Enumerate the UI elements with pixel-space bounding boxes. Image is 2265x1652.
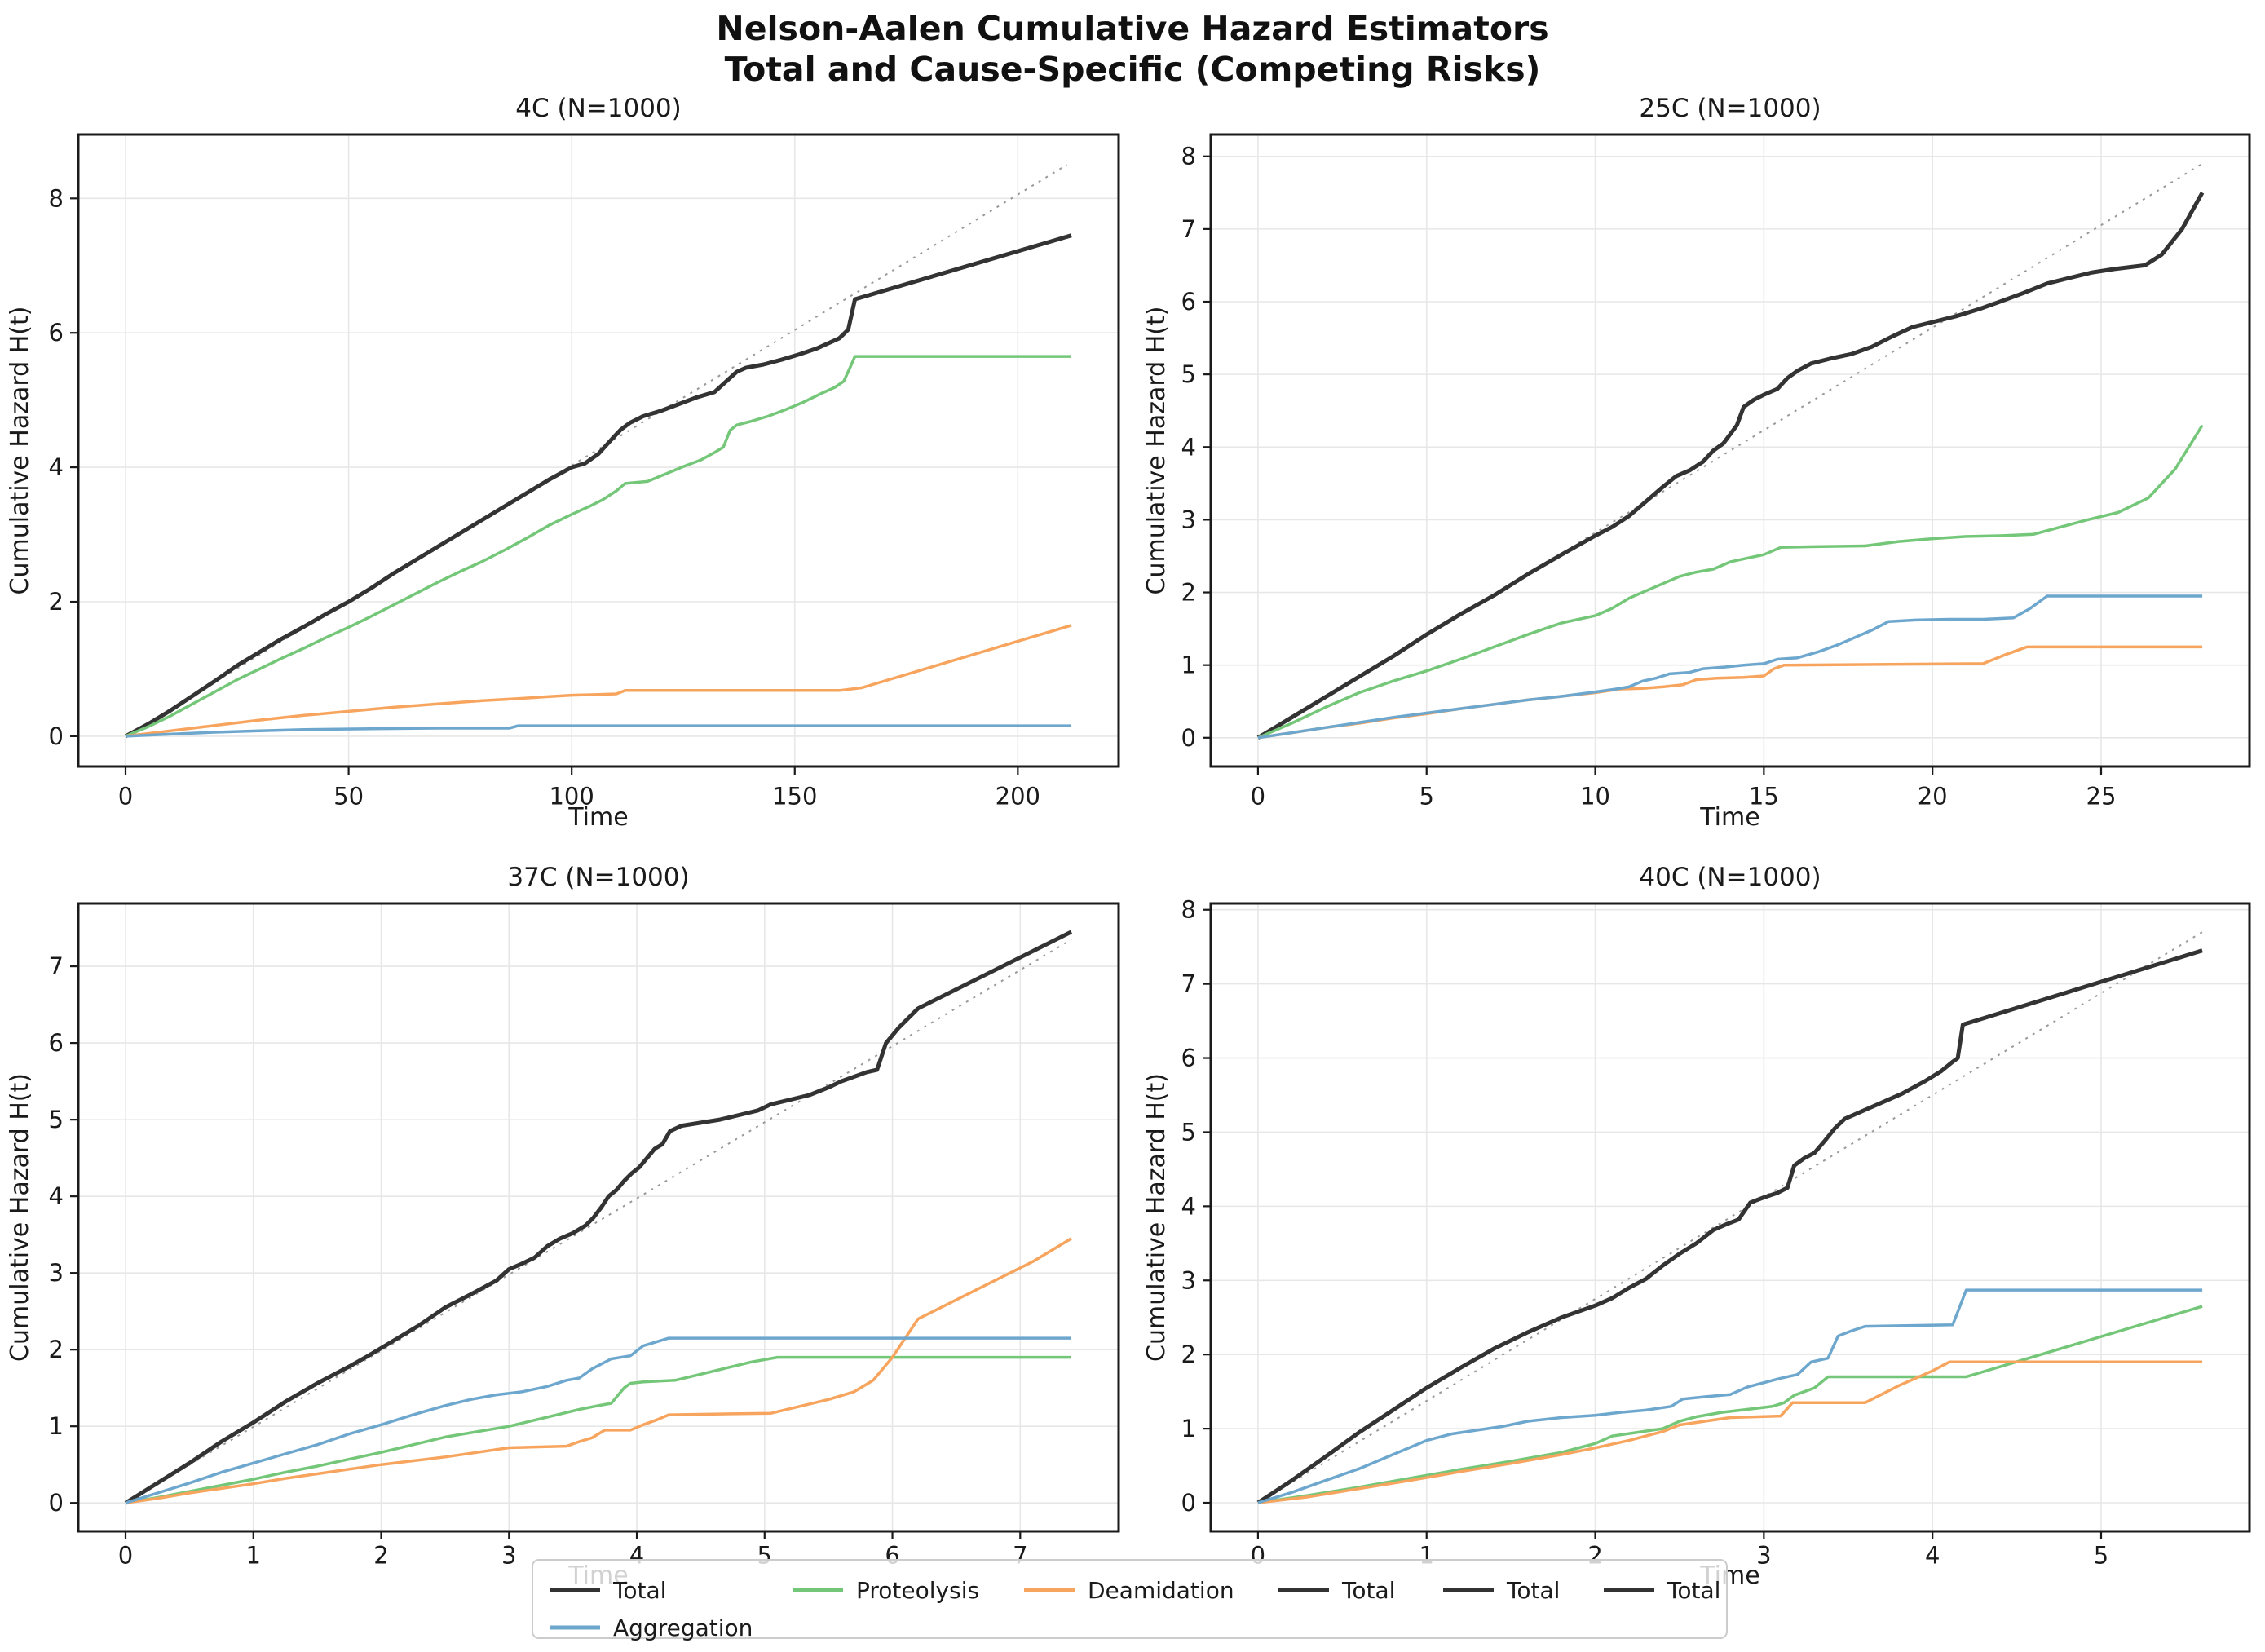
axes-border bbox=[1209, 902, 2251, 1533]
x-axis-label: Time bbox=[567, 803, 628, 832]
y-tick-label: 6 bbox=[1181, 1045, 1196, 1072]
y-tick-label: 1 bbox=[49, 1412, 64, 1440]
y-tick-label: 4 bbox=[1181, 1192, 1196, 1220]
x-tick-label: 150 bbox=[772, 783, 817, 811]
y-tick-label: 0 bbox=[1181, 724, 1196, 752]
y-tick-label: 5 bbox=[1181, 360, 1196, 388]
y-tick-label: 6 bbox=[1181, 288, 1196, 316]
x-tick-label: 0 bbox=[118, 783, 133, 811]
figure-title-line2: Total and Cause-Specific (Competing Risk… bbox=[724, 50, 1541, 89]
subplot-title: 40C (N=1000) bbox=[1639, 863, 1821, 892]
figure-title-line1: Nelson-Aalen Cumulative Hazard Estimator… bbox=[716, 9, 1549, 48]
y-tick-label: 3 bbox=[1181, 506, 1196, 533]
axes-border bbox=[1209, 133, 2251, 768]
y-tick-label: 8 bbox=[1181, 143, 1196, 170]
subplot-title: 4C (N=1000) bbox=[515, 94, 681, 123]
y-tick-label: 6 bbox=[49, 1029, 64, 1057]
y-tick-label: 0 bbox=[49, 722, 64, 750]
x-tick-label: 10 bbox=[1580, 783, 1610, 811]
legend-label-total: Total bbox=[612, 1577, 666, 1604]
series-aggregation-25c bbox=[1257, 594, 2203, 740]
y-tick-label: 2 bbox=[1181, 579, 1196, 607]
y-tick-label: 2 bbox=[49, 1336, 64, 1363]
y-tick-label: 5 bbox=[49, 1106, 64, 1133]
y-tick-label: 3 bbox=[1181, 1266, 1196, 1294]
x-tick-label: 3 bbox=[1756, 1542, 1771, 1570]
series-proteolysis-25c bbox=[1257, 424, 2204, 740]
axes-border bbox=[77, 902, 1120, 1533]
y-axis-label: Cumulative Hazard H(t) bbox=[6, 1073, 34, 1362]
series-total-40c bbox=[1256, 948, 2203, 1505]
y-axis-label: Cumulative Hazard H(t) bbox=[6, 307, 34, 595]
series-deamidation-37c bbox=[125, 1237, 1072, 1504]
y-tick-label: 4 bbox=[49, 453, 64, 481]
y-tick-label: 5 bbox=[1181, 1118, 1196, 1146]
series-aggregation-4c bbox=[125, 724, 1071, 738]
figure-title: Nelson-Aalen Cumulative Hazard Estimator… bbox=[0, 8, 2265, 90]
y-axis-label: Cumulative Hazard H(t) bbox=[1142, 307, 1171, 595]
x-tick-label: 100 bbox=[549, 783, 594, 811]
x-tick-label: 1 bbox=[246, 1542, 261, 1570]
y-tick-label: 8 bbox=[49, 184, 64, 212]
y-tick-label: 7 bbox=[1181, 215, 1196, 243]
y-tick-label: 1 bbox=[1181, 1415, 1196, 1442]
y-tick-label: 2 bbox=[49, 588, 64, 616]
x-tick-label: 4 bbox=[1925, 1542, 1940, 1570]
subplot-title: 25C (N=1000) bbox=[1639, 94, 1821, 123]
x-tick-label: 200 bbox=[996, 783, 1040, 811]
y-tick-label: 6 bbox=[49, 319, 64, 347]
series-total-25c bbox=[1256, 192, 2205, 740]
x-tick-label: 2 bbox=[373, 1542, 388, 1570]
legend-label-total: Total bbox=[1341, 1577, 1395, 1604]
legend-box bbox=[532, 1559, 1728, 1639]
series-total-37c bbox=[124, 930, 1073, 1505]
series-reference-37c bbox=[125, 939, 1072, 1504]
series-proteolysis-37c bbox=[125, 1355, 1071, 1504]
subplot-title: 37C (N=1000) bbox=[507, 863, 689, 892]
y-tick-label: 7 bbox=[49, 952, 64, 980]
x-tick-label: 15 bbox=[1749, 783, 1779, 811]
y-tick-label: 0 bbox=[49, 1489, 64, 1517]
y-tick-label: 4 bbox=[1181, 433, 1196, 461]
series-aggregation-40c bbox=[1257, 1288, 2203, 1504]
x-tick-label: 0 bbox=[118, 1542, 133, 1570]
x-tick-label: 5 bbox=[2094, 1542, 2108, 1570]
axes-border bbox=[77, 133, 1120, 768]
y-tick-label: 7 bbox=[1181, 970, 1196, 998]
series-deamidation-25c bbox=[1257, 645, 2203, 740]
legend-label-total: Total bbox=[1667, 1577, 1720, 1604]
x-tick-label: 50 bbox=[333, 783, 364, 811]
x-tick-label: 0 bbox=[1251, 783, 1265, 811]
series-proteolysis-40c bbox=[1257, 1305, 2203, 1504]
legend-label-deamidation: Deamidation bbox=[1088, 1577, 1234, 1604]
series-reference-4c bbox=[125, 164, 1068, 737]
y-axis-label: Cumulative Hazard H(t) bbox=[1142, 1073, 1171, 1362]
y-tick-label: 0 bbox=[1181, 1489, 1196, 1517]
series-deamidation-40c bbox=[1257, 1360, 2203, 1504]
series-deamidation-4c bbox=[125, 624, 1072, 738]
x-tick-label: 5 bbox=[1419, 783, 1434, 811]
series-proteolysis-4c bbox=[125, 355, 1071, 738]
x-axis-label: Time bbox=[1699, 803, 1759, 832]
series-aggregation-37c bbox=[125, 1336, 1071, 1504]
legend-label-proteolysis: Proteolysis bbox=[856, 1577, 979, 1604]
x-tick-label: 3 bbox=[501, 1542, 516, 1570]
y-tick-label: 3 bbox=[49, 1259, 64, 1287]
y-tick-label: 4 bbox=[49, 1182, 64, 1210]
x-tick-label: 25 bbox=[2086, 783, 2117, 811]
y-tick-label: 2 bbox=[1181, 1341, 1196, 1368]
series-total-4c bbox=[124, 233, 1072, 739]
x-tick-label: 20 bbox=[1918, 783, 1948, 811]
legend-label-total: Total bbox=[1506, 1577, 1560, 1604]
legend-label-aggregation: Aggregation bbox=[613, 1614, 753, 1641]
y-tick-label: 1 bbox=[1181, 652, 1196, 679]
y-tick-label: 8 bbox=[1181, 896, 1196, 924]
